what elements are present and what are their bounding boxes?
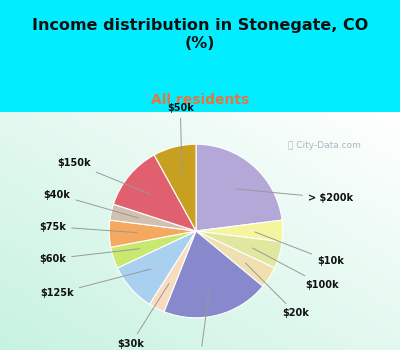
Text: ⓘ City-Data.com: ⓘ City-Data.com <box>288 141 361 149</box>
Wedge shape <box>114 155 196 231</box>
Text: $10k: $10k <box>255 232 344 266</box>
Wedge shape <box>150 231 196 312</box>
Text: $20k: $20k <box>246 263 309 318</box>
Text: $30k: $30k <box>118 284 169 349</box>
Text: > $200k: > $200k <box>236 189 353 203</box>
Text: $150k: $150k <box>58 158 150 194</box>
Wedge shape <box>110 204 196 231</box>
Text: $200k: $200k <box>184 288 217 350</box>
Wedge shape <box>111 231 196 268</box>
Wedge shape <box>196 220 283 242</box>
Text: $60k: $60k <box>39 249 140 264</box>
Text: $40k: $40k <box>44 190 138 218</box>
Text: $75k: $75k <box>39 222 137 233</box>
Wedge shape <box>118 231 196 304</box>
Text: All residents: All residents <box>151 93 249 107</box>
Text: Income distribution in Stonegate, CO
(%): Income distribution in Stonegate, CO (%) <box>32 18 368 51</box>
Text: $50k: $50k <box>167 103 194 174</box>
Wedge shape <box>196 144 282 231</box>
Wedge shape <box>109 220 196 247</box>
Wedge shape <box>196 231 274 286</box>
Wedge shape <box>196 231 282 268</box>
Wedge shape <box>164 231 263 318</box>
Wedge shape <box>154 144 196 231</box>
Text: $100k: $100k <box>253 248 339 290</box>
Text: $125k: $125k <box>40 269 151 299</box>
